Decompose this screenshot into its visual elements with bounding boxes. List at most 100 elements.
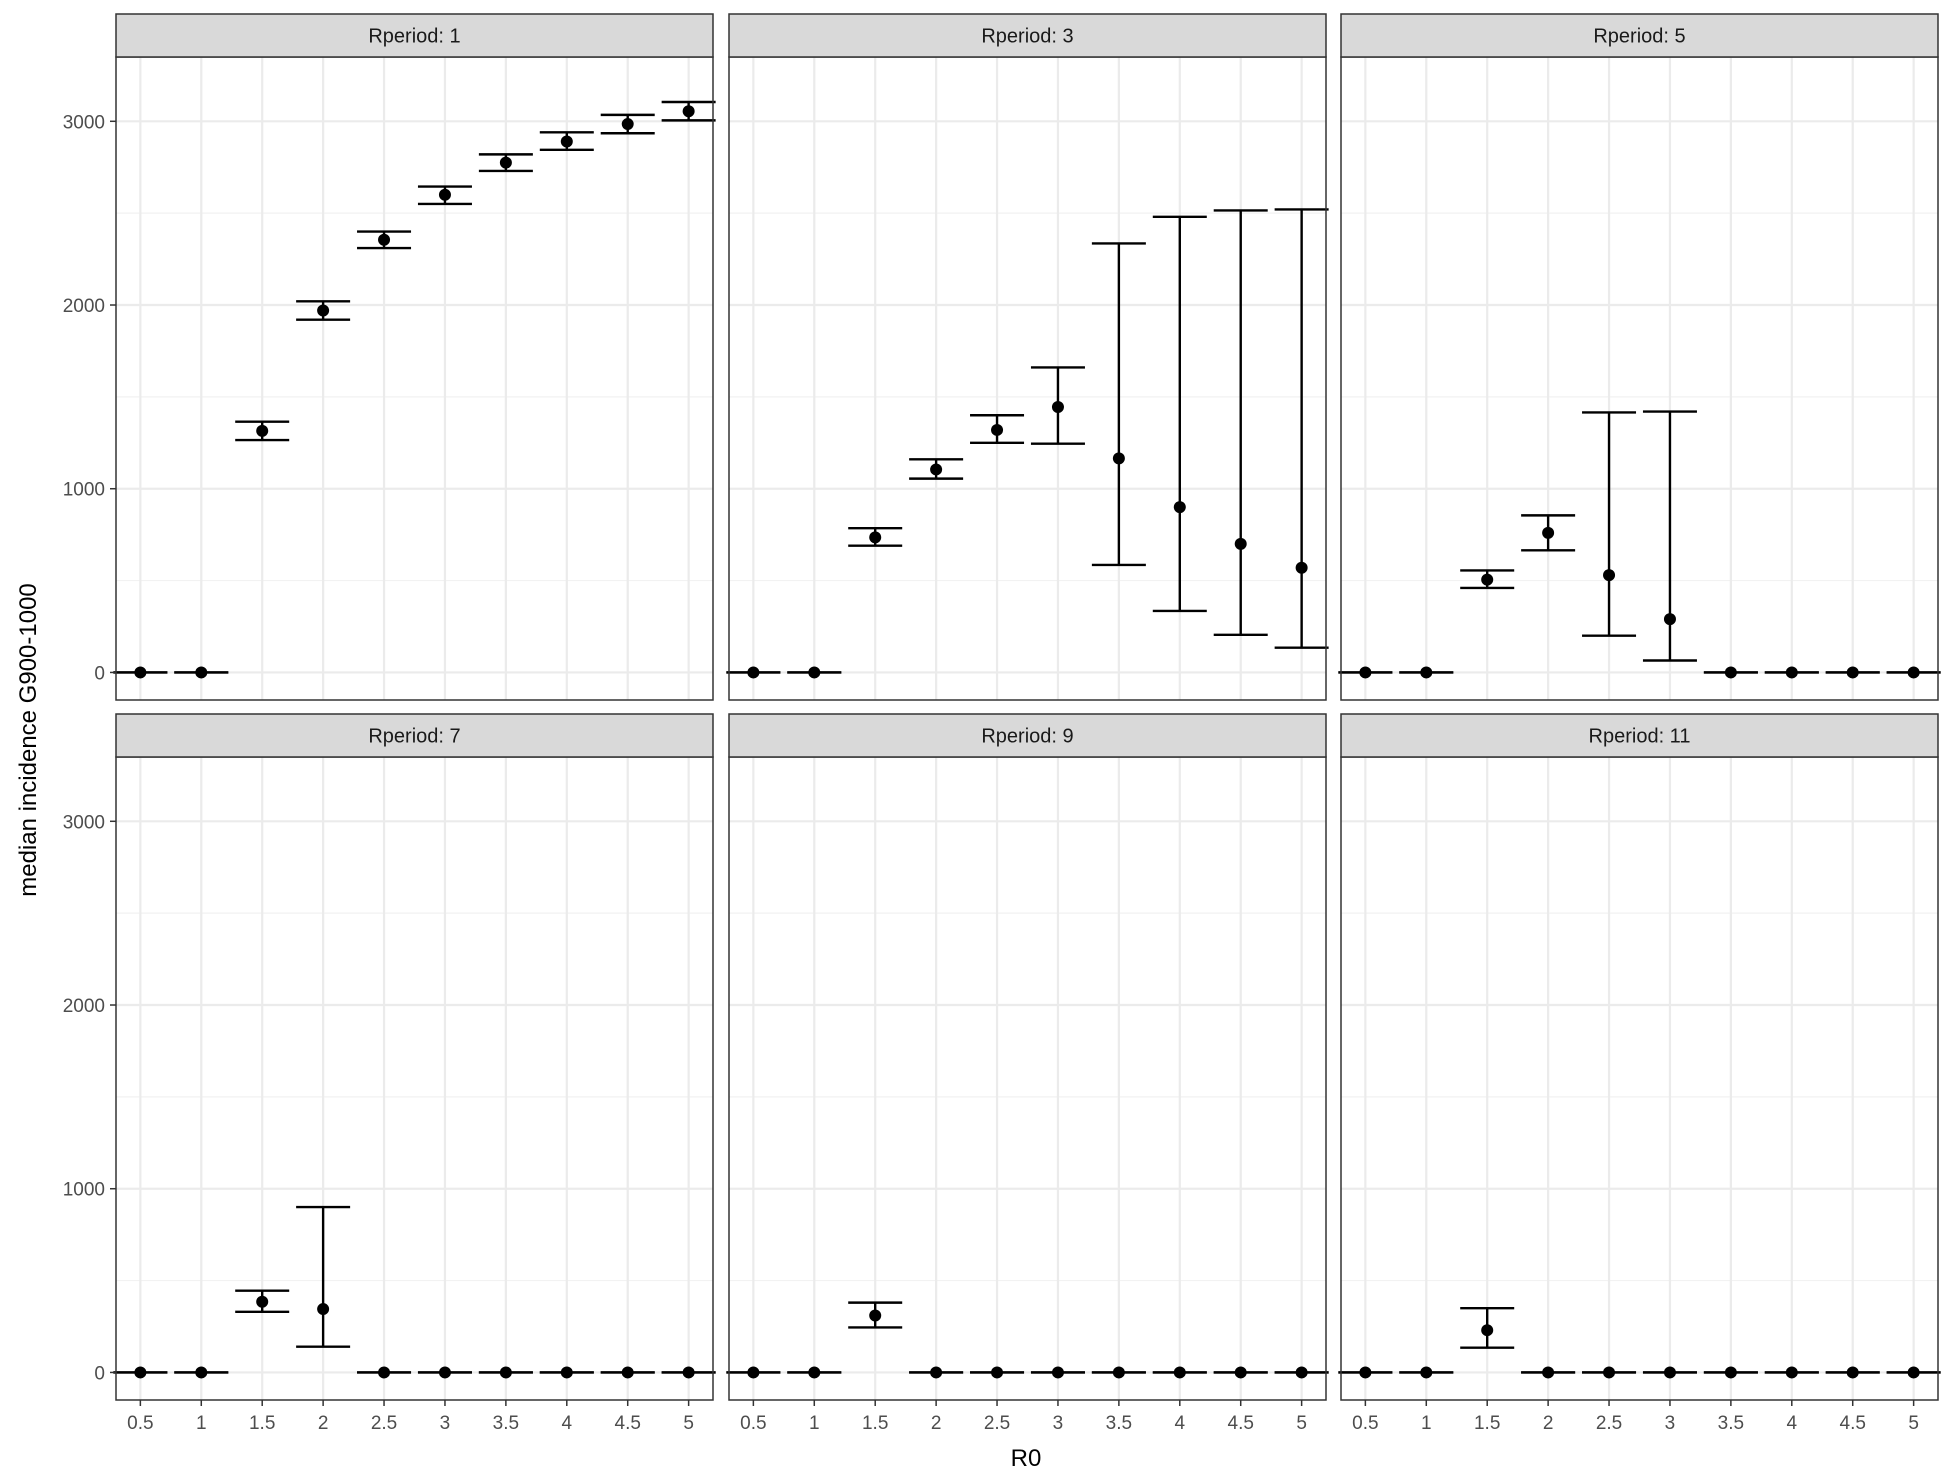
facet-strip-label: Rperiod: 5: [1593, 26, 1685, 48]
data-point: [991, 423, 1004, 436]
x-tick-label: 1.5: [249, 1413, 275, 1434]
facet-strip: [115, 713, 714, 758]
y-tick-label: 1000: [63, 480, 105, 501]
data-point: [1907, 1366, 1920, 1379]
data-point: [1359, 666, 1372, 679]
panel-background: [729, 57, 1326, 700]
facet-strip-label: Rperiod: 11: [1589, 726, 1691, 748]
y-tick-label: 2000: [63, 296, 105, 317]
x-tick-label: 5: [683, 1413, 694, 1434]
facet-panel: Rperiod: 7 0 1000 2000 3000 0.5 1 1.5 2 2.5 3 3.5 4 4…: [63, 713, 716, 1434]
facet-strip-label: Rperiod: 3: [981, 26, 1073, 48]
data-point: [134, 1366, 147, 1379]
data-point: [808, 1366, 821, 1379]
data-point: [1542, 1366, 1555, 1379]
x-tick-label: 0.5: [127, 1413, 153, 1434]
data-point: [869, 1309, 882, 1322]
x-tick-label: 2: [1543, 1413, 1554, 1434]
data-point: [1846, 666, 1859, 679]
data-point: [195, 1366, 208, 1379]
facet-panel: Rperiod: 1 0 1000 2000 3000: [63, 13, 716, 701]
data-point: [438, 188, 451, 201]
x-tick-label: 5: [1908, 1413, 1919, 1434]
data-point: [1295, 561, 1308, 574]
x-tick-label: 2.5: [1596, 1413, 1622, 1434]
x-tick-label: 3.5: [1718, 1413, 1744, 1434]
data-point: [134, 666, 147, 679]
data-point: [1785, 1366, 1798, 1379]
data-point: [1603, 569, 1616, 582]
data-point: [808, 666, 821, 679]
x-tick-label: 1: [196, 1413, 207, 1434]
y-tick-label: 3000: [63, 112, 105, 133]
facet-strip: [728, 13, 1327, 58]
data-point: [1785, 666, 1798, 679]
x-tick-label: 2: [318, 1413, 329, 1434]
data-point: [747, 666, 760, 679]
panel-background: [729, 757, 1326, 1400]
data-point: [378, 233, 391, 246]
y-tick-label: 0: [94, 1363, 105, 1384]
y-tick-label: 3000: [63, 812, 105, 833]
facet-strip: [1340, 713, 1939, 758]
x-tick-label: 1: [1421, 1413, 1432, 1434]
data-point: [747, 1366, 760, 1379]
data-point: [1724, 666, 1737, 679]
facet-strip: [1340, 13, 1939, 58]
facet-strip-label: Rperiod: 9: [981, 726, 1073, 748]
x-tick-label: 1.5: [862, 1413, 888, 1434]
data-point: [1051, 400, 1064, 413]
data-point: [1112, 1366, 1125, 1379]
data-point: [499, 156, 512, 169]
x-tick-label: 4: [1175, 1413, 1186, 1434]
data-point: [378, 1366, 391, 1379]
data-point: [256, 1295, 269, 1308]
y-tick-label: 1000: [63, 1180, 105, 1201]
data-point: [560, 135, 573, 148]
facet-panel: Rperiod: 9 0.5 1 1.5 2 2.5 3 3.5 4 4.5 5: [726, 713, 1329, 1434]
facet-strip: [115, 13, 714, 58]
data-point: [1542, 526, 1555, 539]
x-tick-label: 3: [440, 1413, 451, 1434]
data-point: [682, 1366, 695, 1379]
y-axis-title: median incidence G900-1000: [15, 583, 42, 897]
data-point: [621, 1366, 634, 1379]
data-point: [869, 531, 882, 544]
x-tick-label: 0.5: [1352, 1413, 1378, 1434]
data-point: [195, 666, 208, 679]
y-tick-label: 2000: [63, 996, 105, 1017]
data-point: [1295, 1366, 1308, 1379]
data-point: [1173, 1366, 1186, 1379]
x-tick-label: 3: [1053, 1413, 1064, 1434]
panel-background: [116, 57, 713, 700]
data-point: [1051, 1366, 1064, 1379]
panel-background: [1341, 757, 1938, 1400]
data-point: [1359, 1366, 1372, 1379]
data-point: [256, 424, 269, 437]
x-tick-label: 4.5: [615, 1413, 641, 1434]
data-point: [1234, 537, 1247, 550]
data-point: [1724, 1366, 1737, 1379]
data-point: [1420, 666, 1433, 679]
data-point: [1603, 1366, 1616, 1379]
data-point: [1173, 501, 1186, 514]
data-point: [930, 1366, 943, 1379]
facet-strip-label: Rperiod: 1: [368, 26, 460, 48]
x-tick-label: 4.5: [1228, 1413, 1254, 1434]
x-tick-label: 4: [562, 1413, 573, 1434]
facet-panel: Rperiod: 5: [1338, 13, 1941, 701]
x-tick-label: 2.5: [371, 1413, 397, 1434]
data-point: [499, 1366, 512, 1379]
data-point: [1234, 1366, 1247, 1379]
facet-panels: Rperiod: 1 0 1000 2000 3000 Rperiod: 3 Rperiod…: [63, 13, 1941, 1434]
x-tick-label: 0.5: [740, 1413, 766, 1434]
x-tick-label: 3.5: [493, 1413, 519, 1434]
x-tick-label: 2.5: [984, 1413, 1010, 1434]
x-tick-label: 3.5: [1106, 1413, 1132, 1434]
data-point: [1112, 452, 1125, 465]
panel-background: [116, 757, 713, 1400]
data-point: [560, 1366, 573, 1379]
data-point: [317, 1303, 330, 1316]
data-point: [930, 463, 943, 476]
